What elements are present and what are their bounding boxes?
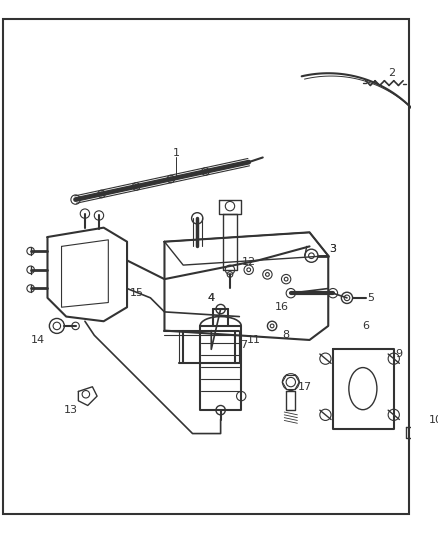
Text: 8: 8 xyxy=(283,330,290,340)
Text: 13: 13 xyxy=(64,405,78,415)
Text: 3: 3 xyxy=(329,244,336,254)
Text: 3: 3 xyxy=(329,244,336,254)
Text: 7: 7 xyxy=(240,340,247,350)
Text: 2: 2 xyxy=(389,68,396,78)
Text: 6: 6 xyxy=(362,321,369,331)
Text: 5: 5 xyxy=(367,293,374,303)
Text: 17: 17 xyxy=(298,382,312,392)
Text: 11: 11 xyxy=(247,335,260,345)
Text: 9: 9 xyxy=(395,349,402,359)
Text: 15: 15 xyxy=(129,288,143,298)
Text: 12: 12 xyxy=(242,257,256,267)
Text: 14: 14 xyxy=(31,335,45,345)
Text: 4: 4 xyxy=(208,293,215,303)
Text: 1: 1 xyxy=(173,148,180,158)
Text: 10: 10 xyxy=(429,415,438,424)
Text: 4: 4 xyxy=(208,293,215,303)
Text: 16: 16 xyxy=(275,302,289,312)
